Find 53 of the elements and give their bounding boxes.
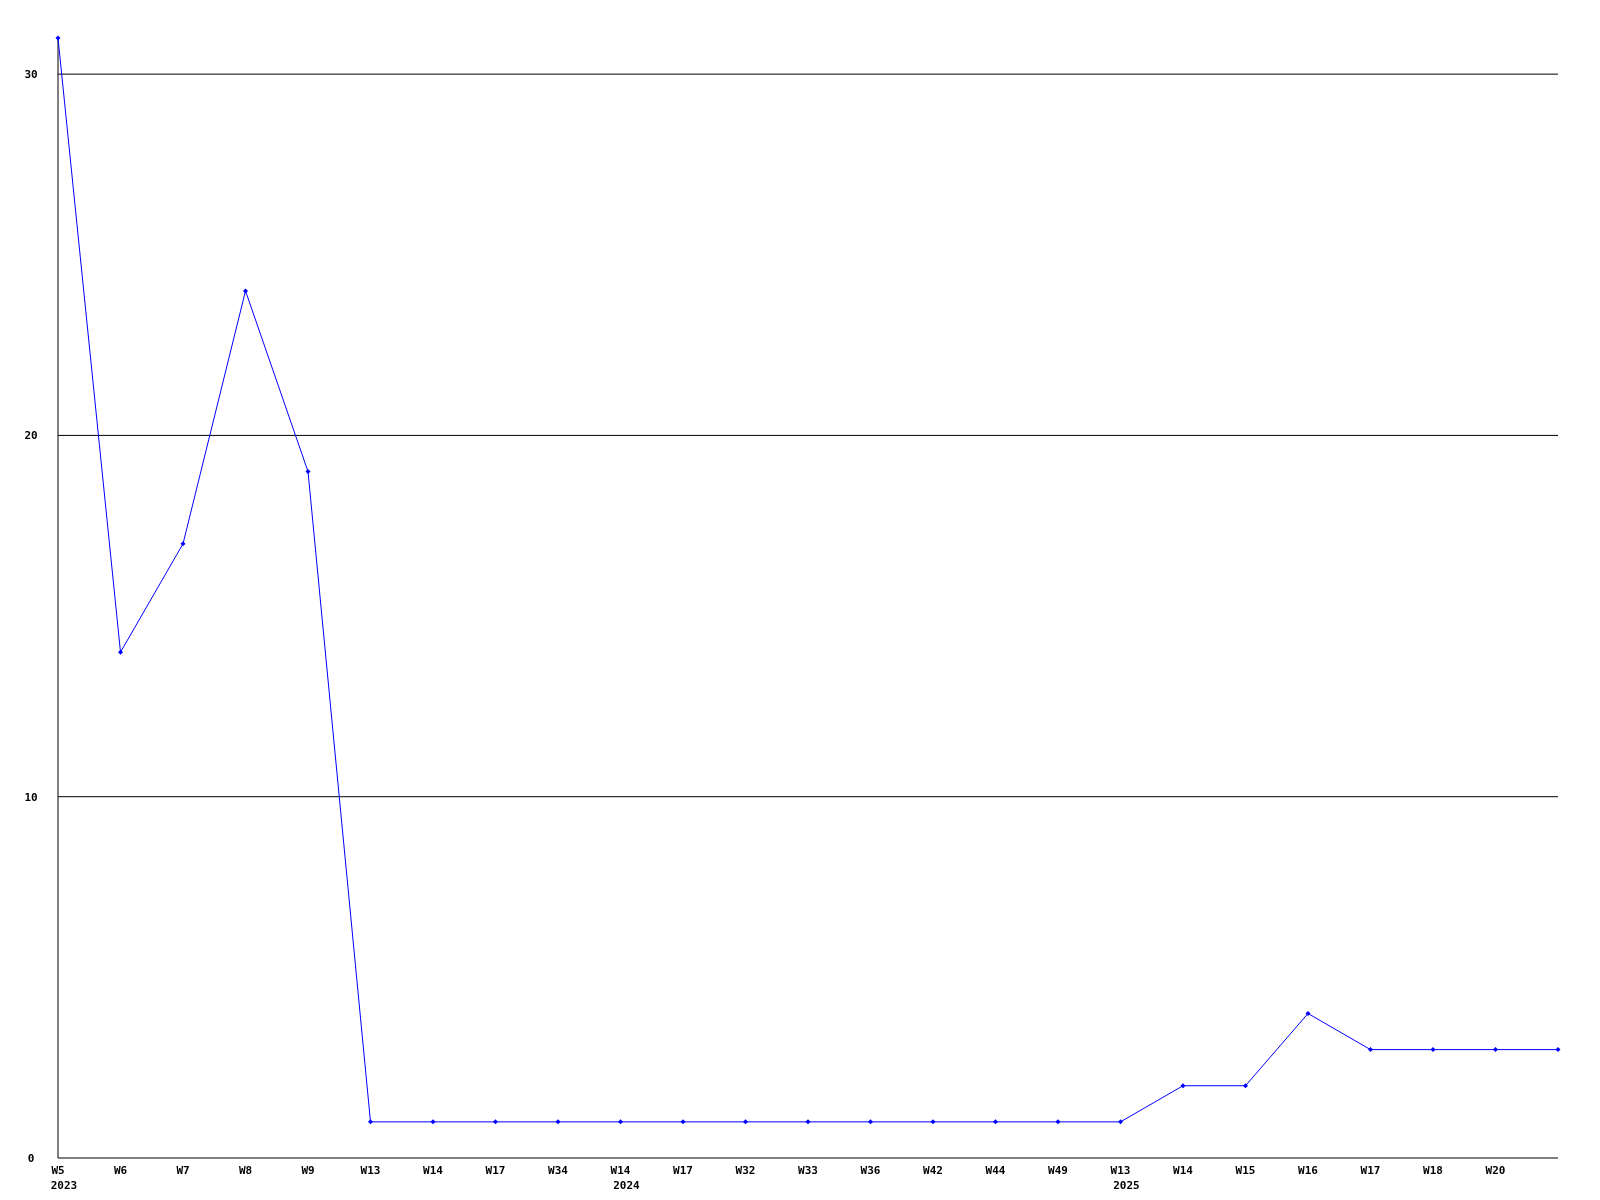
point: [55, 35, 61, 41]
point: [118, 649, 123, 655]
x-tick-label: W16: [1298, 1164, 1319, 1177]
x-tick-label: W17: [485, 1164, 506, 1177]
point: [868, 1119, 873, 1125]
x-tick-label: W34: [548, 1164, 569, 1177]
x-tick-label: W13 2025: [1110, 1164, 1140, 1192]
x-tick-label: W14: [423, 1164, 444, 1177]
x-tick-label: W14 2024: [610, 1164, 641, 1192]
y-tick-label: 10: [24, 790, 38, 804]
x-tick-label: W8: [238, 1164, 253, 1177]
point: [555, 1119, 561, 1125]
x-tick-label: W6: [113, 1164, 128, 1177]
x-tick-label: W14: [1173, 1164, 1194, 1177]
point: [368, 1119, 373, 1125]
x-tick-label: W33: [798, 1164, 818, 1177]
point: [493, 1119, 498, 1125]
point: [243, 288, 248, 294]
x-tick-label: W17: [673, 1164, 693, 1177]
point: [1368, 1047, 1373, 1053]
point: [993, 1119, 998, 1125]
x-tick-label: W20: [1485, 1164, 1506, 1177]
x-tick-label: W18: [1423, 1164, 1443, 1177]
point: [1118, 1119, 1123, 1125]
y-tick-label: 30: [24, 68, 38, 82]
x-tick-label: W17: [1360, 1164, 1381, 1177]
point: [1243, 1083, 1248, 1089]
point: [930, 1119, 936, 1125]
x-tick-label: W15: [1235, 1164, 1256, 1177]
x-tick-label: W9: [301, 1164, 315, 1177]
y-tick-label: 0: [27, 1152, 35, 1165]
x-tick-label: W42: [923, 1164, 943, 1177]
point: [680, 1119, 686, 1125]
x-tick-label: W7: [176, 1164, 190, 1177]
point: [1430, 1047, 1436, 1053]
x-tick-label: W32: [735, 1164, 756, 1177]
point: [1180, 1083, 1186, 1089]
x-tick-label: W44: [985, 1164, 1006, 1177]
point: [1555, 1047, 1561, 1053]
point: [805, 1119, 811, 1125]
point: [180, 541, 186, 547]
point: [305, 469, 311, 475]
x-tick-label: W49: [1048, 1164, 1068, 1177]
point: [430, 1119, 436, 1125]
x-tick-label: W13: [360, 1164, 381, 1177]
point: [743, 1119, 748, 1125]
point: [1055, 1119, 1061, 1125]
point: [1493, 1047, 1498, 1053]
x-tick-label: W36: [860, 1164, 881, 1177]
x-tick-label: W5 2023: [50, 1164, 78, 1192]
point: [618, 1119, 623, 1125]
y-tick-label: 20: [24, 429, 38, 443]
point: [1305, 1010, 1311, 1016]
